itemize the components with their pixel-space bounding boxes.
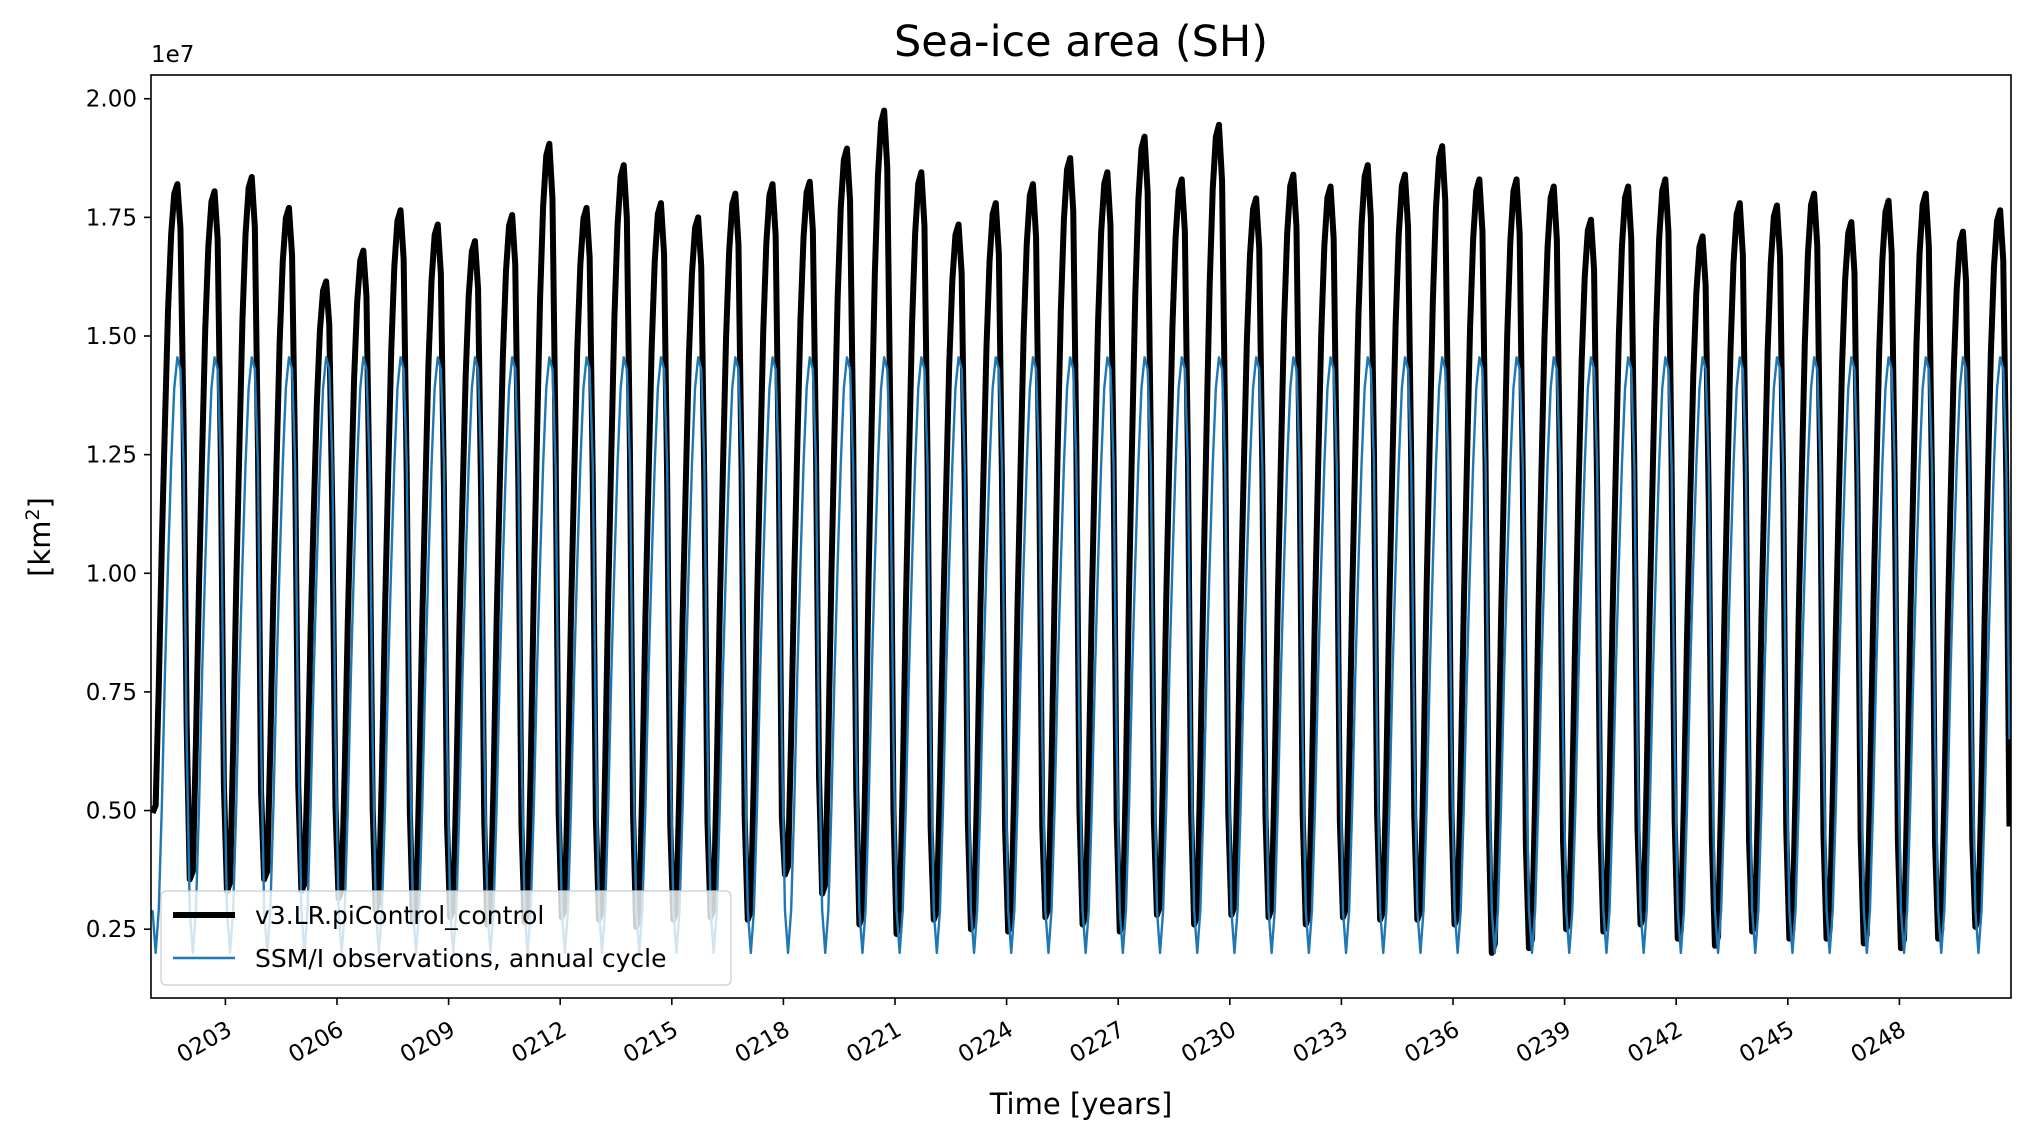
- legend-label-obs: SSM/I observations, annual cycle: [255, 944, 667, 973]
- x-axis-label: Time [years]: [989, 1087, 1173, 1121]
- plot-frame: [150, 74, 2012, 999]
- y-tick-label: 0.50: [86, 799, 137, 825]
- y-tick-label: 1.50: [86, 324, 137, 350]
- y-axis-label-end: ]: [23, 497, 57, 508]
- observations-series-line: [151, 356, 2011, 955]
- legend-label-model: v3.LR.piControl_control: [255, 901, 544, 930]
- y-tick-label: 1.75: [86, 205, 137, 231]
- y-tick-label: 1.25: [86, 443, 137, 469]
- y-axis-offset-label: 1e7: [151, 42, 194, 68]
- y-tick-label: 0.75: [86, 680, 137, 706]
- chart-title: Sea-ice area (SH): [894, 17, 1268, 67]
- y-axis-label: [km2]: [22, 497, 57, 577]
- legend-box: [160, 890, 732, 986]
- y-tick-label: 0.25: [86, 917, 137, 943]
- legend: v3.LR.piControl_control SSM/I observatio…: [160, 890, 732, 986]
- plot-area: [151, 107, 2011, 956]
- y-axis: 0.25 0.50 0.75 1.00 1.25 1.50 1.75 2.00: [86, 87, 151, 943]
- y-tick-label: 1.00: [86, 561, 137, 587]
- y-axis-label-base: [km: [23, 521, 57, 577]
- y-axis-label-superscript: 2: [22, 508, 44, 520]
- y-tick-label: 2.00: [86, 87, 137, 113]
